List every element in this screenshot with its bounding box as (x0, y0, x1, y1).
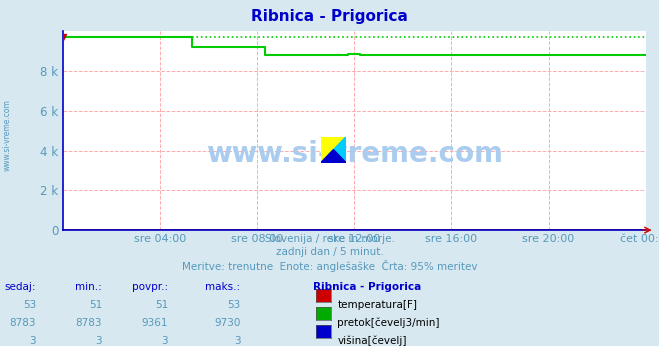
Text: višina[čevelj]: višina[čevelj] (337, 336, 407, 346)
Text: 3: 3 (161, 336, 168, 346)
Text: 53: 53 (227, 300, 241, 310)
Text: 8783: 8783 (10, 318, 36, 328)
Text: 53: 53 (23, 300, 36, 310)
Polygon shape (321, 137, 346, 163)
Text: www.si-vreme.com: www.si-vreme.com (3, 99, 12, 171)
Text: 8783: 8783 (76, 318, 102, 328)
Polygon shape (321, 150, 346, 163)
Text: zadnji dan / 5 minut.: zadnji dan / 5 minut. (275, 247, 384, 257)
Text: maks.:: maks.: (206, 282, 241, 292)
Text: sedaj:: sedaj: (5, 282, 36, 292)
Text: 3: 3 (96, 336, 102, 346)
Text: Meritve: trenutne  Enote: anglešaške  Črta: 95% meritev: Meritve: trenutne Enote: anglešaške Črta… (182, 260, 477, 272)
Text: 51: 51 (155, 300, 168, 310)
Text: min.:: min.: (75, 282, 102, 292)
Text: temperatura[F]: temperatura[F] (337, 300, 417, 310)
Text: 9730: 9730 (214, 318, 241, 328)
Text: pretok[čevelj3/min]: pretok[čevelj3/min] (337, 318, 440, 328)
Text: 9361: 9361 (142, 318, 168, 328)
Polygon shape (321, 137, 346, 163)
Text: www.si-vreme.com: www.si-vreme.com (206, 140, 503, 169)
Text: 3: 3 (30, 336, 36, 346)
Text: 3: 3 (234, 336, 241, 346)
Text: Ribnica - Prigorica: Ribnica - Prigorica (313, 282, 421, 292)
Text: 51: 51 (89, 300, 102, 310)
Text: povpr.:: povpr.: (132, 282, 168, 292)
Text: Slovenija / reke in morje.: Slovenija / reke in morje. (264, 234, 395, 244)
Text: Ribnica - Prigorica: Ribnica - Prigorica (251, 9, 408, 24)
